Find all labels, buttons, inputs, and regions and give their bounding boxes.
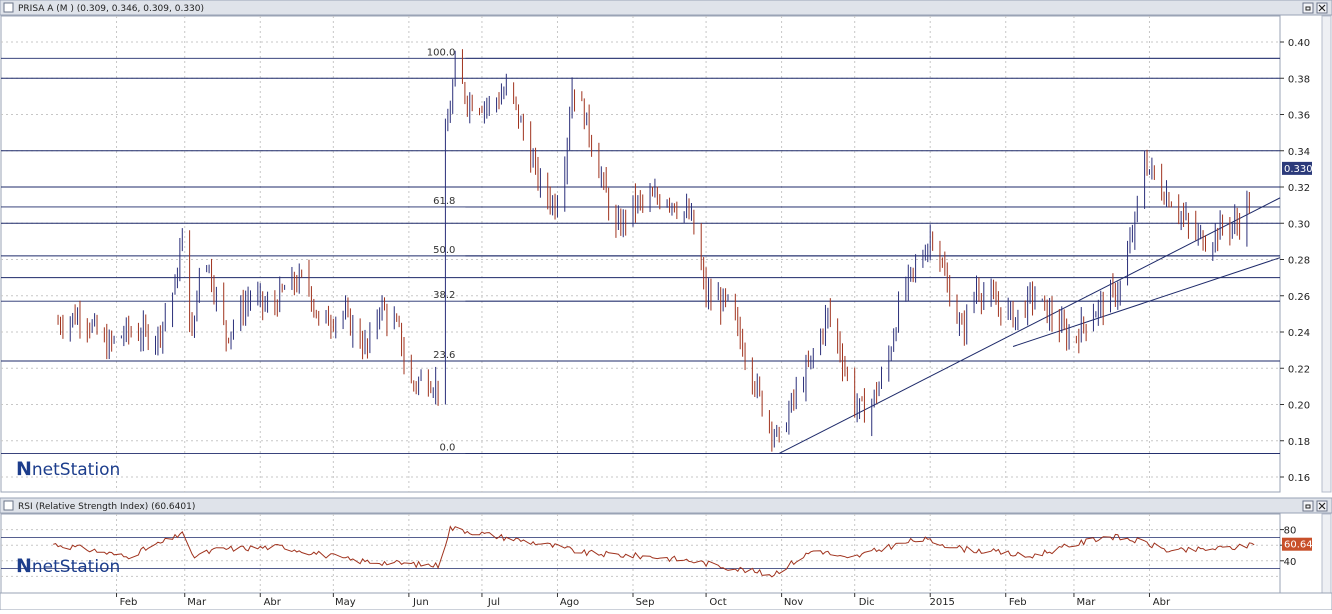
main-title-bar: PRISA A (M ) (0.309, 0.346, 0.309, 0.330…: [0, 0, 1332, 16]
x-tick-label: Jun: [412, 597, 429, 608]
fib-level-label: 0.0: [440, 442, 456, 453]
fib-level-label: 23.6: [433, 350, 455, 361]
rsi-netstation-watermark: ΝnetStation: [16, 555, 120, 577]
rsi-plot-area: [0, 513, 1281, 594]
ohlc-bars: [57, 49, 1250, 452]
main-close-button[interactable]: [1316, 2, 1328, 14]
y-tick-label: 0.22: [1288, 364, 1310, 375]
y-tick-label: 0.20: [1288, 401, 1310, 412]
watermark-logo-icon: Ν: [16, 458, 32, 480]
x-tick-label: Feb: [120, 597, 138, 608]
restore-icon: [1305, 6, 1311, 11]
rsi-last-badge: 60.64: [1282, 537, 1313, 551]
x-tick-label: Mar: [1077, 597, 1097, 608]
y-tick-label: 0.18: [1288, 437, 1310, 448]
x-tick-label: Feb: [1009, 597, 1027, 608]
rsi-levels: [1, 537, 1280, 569]
time-axis: Feb Mar Abr May Jun Jul Ago Sep Oct Nov Dic 2015 Feb…: [116, 593, 1171, 608]
y-tick-label: 0.32: [1288, 183, 1310, 194]
main-restore-button[interactable]: [1302, 2, 1314, 14]
fib-level-label: 50.0: [433, 245, 455, 256]
x-tick-label: Oct: [709, 597, 726, 608]
y-tick-label: 0.24: [1288, 328, 1310, 339]
x-tick-label: Dic: [859, 597, 875, 608]
fib-level-label: 100.0: [427, 47, 456, 58]
y-tick-label: 0.16: [1288, 473, 1310, 484]
fib-level-label: 61.8: [433, 196, 455, 207]
rsi-title-bar: RSI (Relative Strength Index) (60.6401): [0, 497, 1332, 514]
y-tick-label: 0.38: [1288, 74, 1310, 85]
close-icon: [1318, 502, 1326, 510]
rsi-scrollbar[interactable]: [1321, 513, 1332, 594]
y-tick-label: 0.30: [1288, 219, 1310, 230]
x-tick-label: Nov: [784, 597, 804, 608]
watermark-logo-icon: Ν: [16, 555, 32, 577]
y-tick-label: 0.40: [1288, 38, 1310, 49]
x-tick-label: Abr: [1153, 597, 1171, 608]
close-icon: [1318, 4, 1326, 12]
last-price-label: 0.330: [1284, 164, 1313, 175]
rsi-last-label: 60.64: [1284, 540, 1313, 551]
rsi-restore-button[interactable]: [1302, 500, 1314, 512]
rsi-close-button[interactable]: [1316, 500, 1328, 512]
x-tick-label: 2015: [929, 597, 954, 608]
netstation-watermark: ΝnetStation: [16, 458, 120, 480]
restore-icon: [1305, 504, 1311, 509]
x-tick-label: Abr: [264, 597, 282, 608]
panel-icon: [3, 2, 14, 13]
price-axis: 0.40 0.38 0.36 0.34 0.32 0.30 0.28 0.26 0.24 0.22…: [1280, 38, 1310, 484]
fib-level-label: 38.2: [433, 290, 455, 301]
trendline: [1012, 257, 1281, 347]
rsi-series-line: [53, 525, 1255, 578]
rsi-panel-title: RSI (Relative Strength Index) (60.6401): [18, 502, 195, 512]
y-tick-label: 0.28: [1288, 256, 1310, 267]
y-tick-label: 0.26: [1288, 292, 1310, 303]
x-tick-label: Ago: [560, 597, 579, 608]
main-plot-area: [0, 15, 1281, 493]
trendline: [778, 197, 1281, 454]
rsi-y-tick-label: 40: [1284, 557, 1297, 568]
x-tick-label: Sep: [636, 597, 655, 608]
main-panel-title: PRISA A (M ) (0.309, 0.346, 0.309, 0.330…: [18, 4, 204, 14]
trendlines: [778, 197, 1281, 454]
main-scrollbar[interactable]: [1321, 15, 1332, 493]
last-price-badge: 0.330: [1282, 161, 1313, 175]
rsi-panel-icon: [3, 500, 14, 511]
x-tick-label: Mar: [187, 597, 207, 608]
x-tick-label: Jul: [487, 597, 500, 608]
y-tick-label: 0.34: [1288, 147, 1310, 158]
x-tick-label: May: [335, 597, 356, 608]
rsi-y-tick-label: 80: [1284, 526, 1297, 537]
y-tick-label: 0.36: [1288, 111, 1310, 122]
